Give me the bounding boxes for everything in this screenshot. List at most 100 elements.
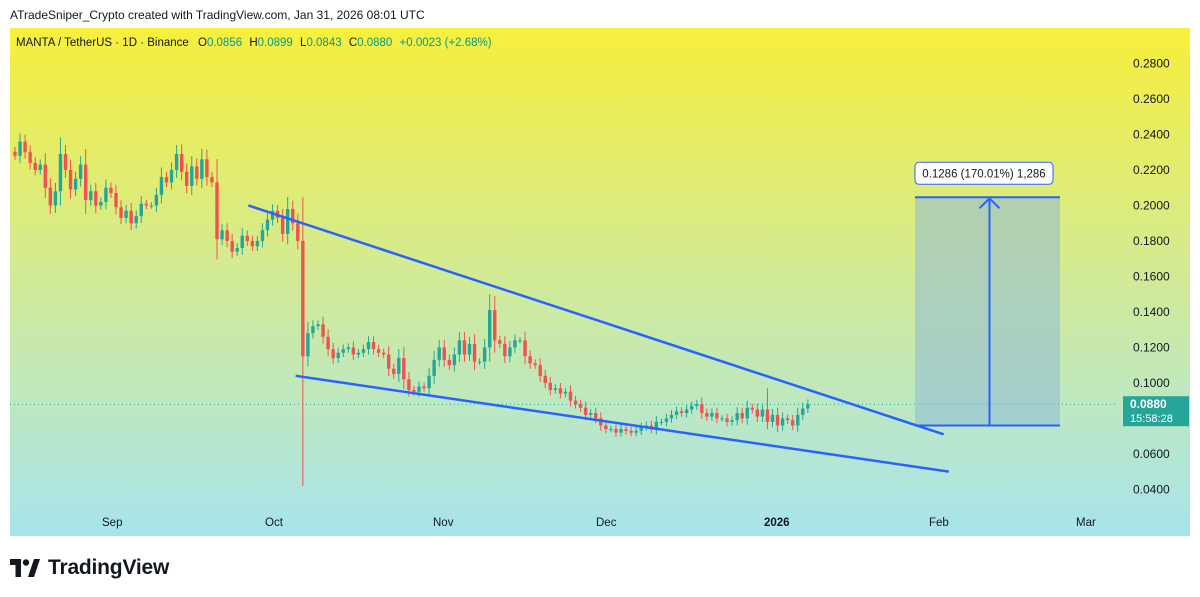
- candle: [695, 400, 699, 410]
- candle: [351, 341, 356, 360]
- candle: [164, 171, 169, 188]
- price-axis-label: 0.2000: [1133, 198, 1170, 212]
- candle-body: [785, 418, 790, 421]
- candle-body: [457, 340, 462, 355]
- candle: [33, 157, 37, 176]
- candle: [18, 133, 22, 164]
- candle-body: [619, 429, 623, 433]
- candle-body: [634, 430, 638, 433]
- candle: [654, 416, 659, 435]
- candle: [452, 347, 457, 372]
- candle-body: [265, 219, 270, 231]
- candle-body: [397, 358, 401, 375]
- candle: [720, 415, 724, 422]
- candle: [321, 316, 325, 344]
- candle-body: [684, 409, 689, 414]
- candle-body: [775, 414, 780, 426]
- price-axis-label: 0.1600: [1133, 269, 1170, 283]
- wedge-upper-trendline[interactable]: [247, 204, 945, 436]
- candle-body: [154, 194, 159, 206]
- candle-body: [801, 408, 805, 415]
- candle-body: [179, 153, 184, 172]
- candle-body: [235, 248, 239, 252]
- candle: [639, 422, 643, 436]
- candle: [58, 137, 63, 206]
- candle: [270, 204, 275, 226]
- candle: [715, 407, 719, 424]
- candle-body: [280, 217, 285, 234]
- candle: [68, 159, 73, 199]
- candle: [533, 359, 537, 369]
- candle: [316, 320, 320, 330]
- candle-body: [715, 413, 719, 419]
- candle-body: [594, 413, 598, 419]
- candle-body: [291, 209, 295, 224]
- candle-body: [84, 164, 88, 201]
- candle-body: [296, 223, 300, 241]
- candle-body: [629, 430, 633, 433]
- candle: [265, 212, 270, 237]
- candle: [780, 412, 785, 431]
- candle: [538, 358, 542, 383]
- price-range-measure[interactable]: [915, 196, 1060, 427]
- price-axis-label: 0.2400: [1133, 127, 1170, 141]
- price-axis-label: 0.0600: [1133, 447, 1170, 461]
- candle: [629, 426, 633, 437]
- candle-body: [462, 340, 467, 355]
- candle-body: [89, 191, 93, 201]
- candle: [482, 339, 487, 370]
- candle: [23, 134, 27, 159]
- price-axis[interactable]: 0.04000.06000.08000.10000.12000.14000.16…: [1133, 56, 1170, 496]
- candle: [573, 396, 578, 409]
- candle-body: [604, 425, 608, 430]
- candle-body: [195, 166, 199, 179]
- candle: [129, 203, 133, 231]
- measure-box: [915, 197, 1060, 426]
- candle-body: [503, 343, 507, 357]
- time-axis-label: Sep: [102, 517, 122, 529]
- candle-body: [240, 235, 244, 249]
- candle-body: [720, 418, 724, 420]
- candle-body: [745, 407, 749, 419]
- candle-body: [351, 347, 356, 355]
- candle: [139, 195, 143, 224]
- candle-body: [185, 171, 189, 186]
- candle-body: [114, 193, 118, 208]
- candle: [230, 233, 234, 258]
- candle-body: [639, 427, 643, 431]
- candle-body: [654, 421, 659, 430]
- candle-body: [669, 414, 674, 419]
- time-axis-label: Dec: [596, 517, 617, 529]
- candle-body: [144, 203, 148, 206]
- candle: [806, 399, 810, 413]
- candle: [669, 410, 674, 423]
- candle: [48, 178, 53, 214]
- candle: [397, 349, 401, 383]
- candle-body: [205, 159, 209, 178]
- time-axis[interactable]: Sep Oct Nov Dec 2026 Feb Mar: [102, 517, 1096, 529]
- candle-body: [614, 429, 618, 433]
- wedge-lower-trendline[interactable]: [295, 374, 949, 473]
- candle: [73, 171, 78, 196]
- candle: [280, 208, 285, 242]
- candle-body: [796, 414, 800, 426]
- candle: [104, 179, 108, 210]
- candle-body: [43, 164, 47, 188]
- candle: [528, 350, 532, 369]
- candle-body: [174, 153, 179, 170]
- candle-body: [578, 404, 583, 408]
- candlestick-chart[interactable]: MANTA / TetherUS · 1D · Binance O0.0856 …: [10, 28, 1190, 536]
- candle: [84, 148, 88, 214]
- time-axis-label: 2026: [764, 517, 790, 529]
- candle-body: [210, 177, 214, 183]
- candle: [523, 331, 527, 365]
- candle: [508, 340, 512, 363]
- candle-body: [376, 349, 381, 353]
- legend-low-value: 0.0843: [306, 37, 341, 49]
- candle: [185, 163, 189, 194]
- candle: [513, 334, 517, 353]
- candle: [99, 197, 103, 210]
- candle-body: [169, 169, 174, 183]
- chart-area[interactable]: MANTA / TetherUS · 1D · Binance O0.0856 …: [10, 28, 1190, 536]
- candle-body: [533, 363, 537, 366]
